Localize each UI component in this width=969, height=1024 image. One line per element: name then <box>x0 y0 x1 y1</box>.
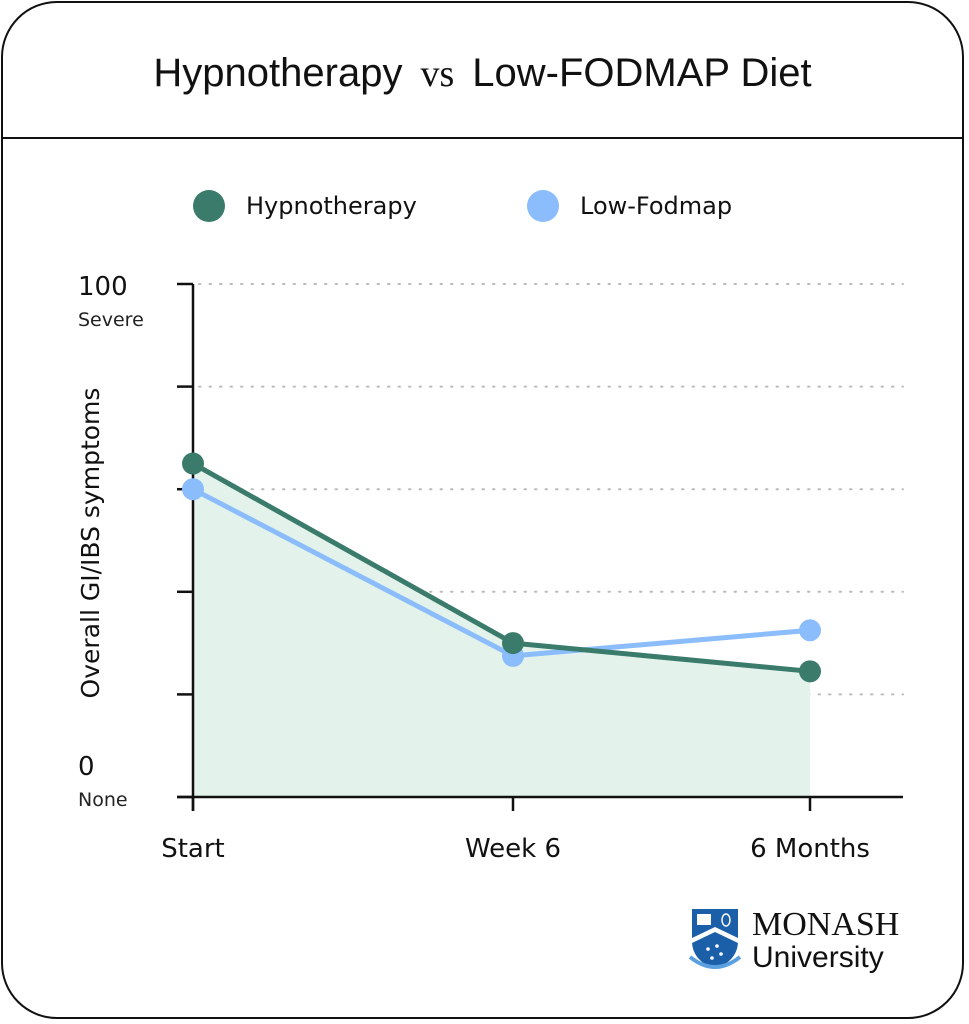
y-tick-note-severe: Severe <box>78 309 144 331</box>
legend-marker-low-fodmap <box>527 190 559 222</box>
monash-crest-icon <box>688 909 742 969</box>
series <box>182 452 821 683</box>
legend-label-low-fodmap: Low-Fodmap <box>580 192 732 220</box>
monash-university-logo: MONASH University <box>688 906 899 974</box>
chart-title: Hypnotherapy vs Low-FODMAP Diet <box>3 51 962 96</box>
data-point-hypnotherapy-0 <box>182 452 204 475</box>
y-tick-label-100: 100 <box>78 272 128 302</box>
data-point-low-fodmap-0 <box>182 478 204 501</box>
legend-label-hypnotherapy: Hypnotherapy <box>246 192 417 220</box>
chart-header: Hypnotherapy vs Low-FODMAP Diet <box>3 3 962 139</box>
x-tick-label-start: Start <box>161 834 225 864</box>
title-left: Hypnotherapy <box>153 51 403 95</box>
hypnotherapy-area-fill <box>193 463 810 797</box>
y-axis-label: Overall GI/IBS symptoms <box>76 388 105 699</box>
y-tick-label-0: 0 <box>78 752 95 782</box>
y-tick-note-none: None <box>78 789 128 811</box>
data-point-hypnotherapy-1 <box>502 632 524 655</box>
data-point-low-fodmap-2 <box>799 619 821 642</box>
x-tick-label-week-6: Week 6 <box>465 834 561 864</box>
legend-marker-hypnotherapy <box>193 190 225 222</box>
data-point-hypnotherapy-2 <box>799 660 821 683</box>
title-vs: vs <box>420 53 455 95</box>
logo-text-monash: MONASH <box>752 906 899 943</box>
title-right: Low-FODMAP Diet <box>472 51 812 95</box>
x-tick-label-6-months: 6 Months <box>750 834 870 864</box>
legend: Hypnotherapy Low-Fodmap <box>193 190 732 222</box>
logo-text-university: University <box>752 941 884 974</box>
